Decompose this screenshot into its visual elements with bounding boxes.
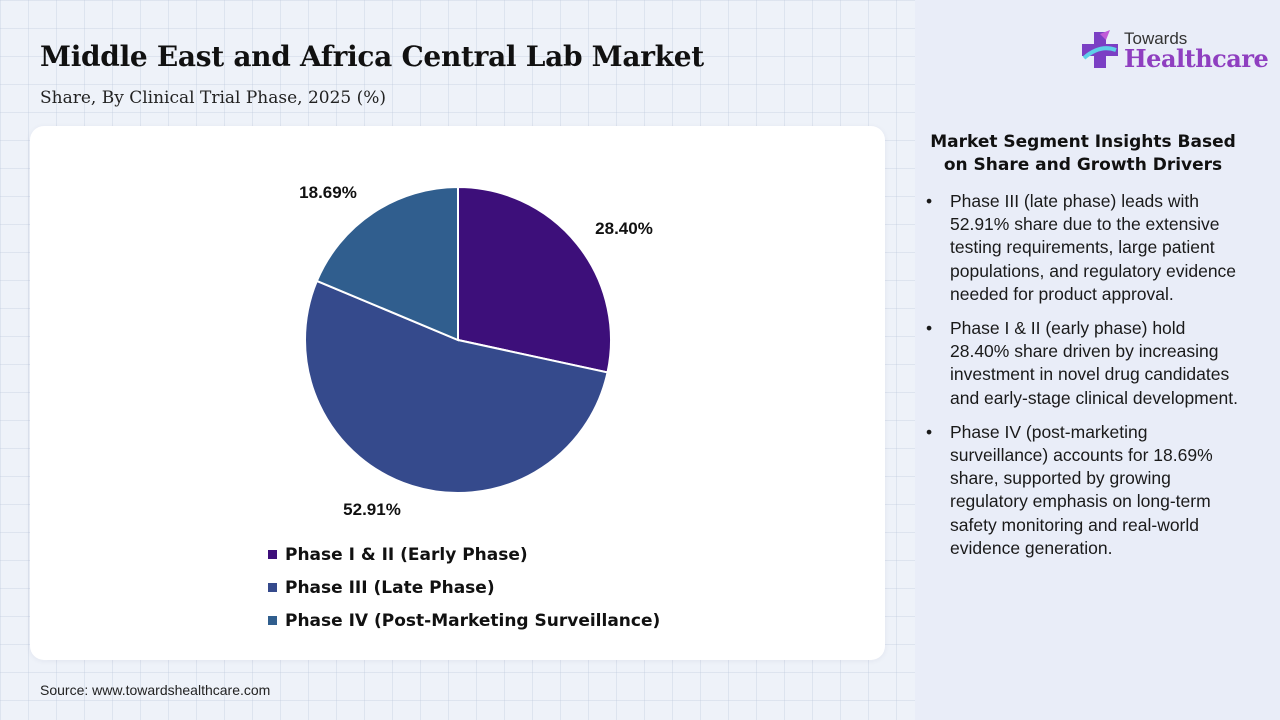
legend-swatch (268, 616, 277, 625)
logo-text-bottom: Healthcare (1124, 43, 1269, 73)
legend-label: Phase III (Late Phase) (285, 577, 495, 598)
pie-slice-1 (457, 185, 612, 374)
legend-item-2: Phase III (Late Phase) (268, 571, 660, 604)
bullet-icon: • (926, 191, 933, 211)
data-label-2: 52.91% (343, 500, 401, 519)
chart-legend: Phase I & II (Early Phase) Phase III (Lat… (268, 538, 660, 637)
insight-text: Phase IV (post-marketing surveillance) a… (950, 421, 1213, 558)
insight-text: Phase III (late phase) leads with 52.91%… (950, 191, 1237, 304)
insight-item-3: • Phase IV (post-marketing surveillance) … (926, 421, 1246, 560)
insight-item-1: • Phase III (late phase) leads with 52.91… (926, 190, 1246, 306)
insights-list: • Phase III (late phase) leads with 52.91… (926, 190, 1246, 571)
pie-slice-3 (315, 185, 459, 342)
legend-item-1: Phase I & II (Early Phase) (268, 538, 660, 571)
legend-label: Phase IV (Post-Marketing Surveillance) (285, 610, 661, 631)
source-note: Source: www.towardshealthcare.com (40, 682, 271, 698)
legend-item-3: Phase IV (Post-Marketing Surveillance) (268, 604, 660, 637)
insight-item-2: • Phase I & II (early phase) hold 28.40% … (926, 317, 1246, 410)
bullet-icon: • (926, 318, 933, 339)
chart-card: 28.40% 52.91% 18.69% Phase I & II (Early P… (30, 126, 885, 660)
insight-text: Phase I & II (early phase) hold 28.40% s… (950, 318, 1238, 408)
insights-title: Market Segment Insights Based on Share a… (930, 132, 1236, 175)
logo-text-top: Towards (1124, 28, 1188, 48)
data-label-3: 18.69% (299, 183, 357, 202)
legend-swatch (268, 583, 277, 592)
chart-subtitle: Share, By Clinical Trial Phase, 2025 (%) (40, 88, 387, 108)
data-label-1: 28.40% (595, 219, 653, 238)
insights-panel (915, 0, 1280, 720)
legend-swatch (268, 550, 277, 559)
pie-slice-2 (304, 279, 609, 494)
legend-label: Phase I & II (Early Phase) (285, 544, 528, 565)
brand-logo: Towards Healthcare (1080, 28, 1269, 73)
bullet-icon: • (926, 421, 933, 442)
pie-chart: 28.40% 52.91% 18.69% (299, 183, 653, 519)
chart-title: Middle East and Africa Central Lab Marke… (40, 40, 704, 73)
medical-cross-icon (1080, 28, 1120, 72)
